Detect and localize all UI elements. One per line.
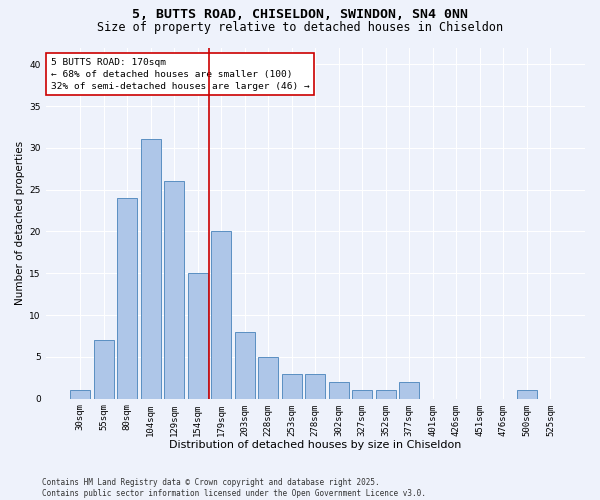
Bar [235,332,254,398]
Text: Size of property relative to detached houses in Chiseldon: Size of property relative to detached ho… [97,21,503,34]
Bar [282,374,302,398]
Bar [70,390,90,398]
Bar [188,274,208,398]
Bar [117,198,137,398]
Text: 5 BUTTS ROAD: 170sqm
← 68% of detached houses are smaller (100)
32% of semi-deta: 5 BUTTS ROAD: 170sqm ← 68% of detached h… [51,58,310,90]
Bar [258,357,278,399]
Bar [140,140,161,398]
Bar [164,182,184,398]
Bar [376,390,396,398]
Bar [329,382,349,398]
Bar [211,232,231,398]
X-axis label: Distribution of detached houses by size in Chiseldon: Distribution of detached houses by size … [169,440,461,450]
Text: Contains HM Land Registry data © Crown copyright and database right 2025.
Contai: Contains HM Land Registry data © Crown c… [42,478,426,498]
Bar [517,390,537,398]
Bar [400,382,419,398]
Bar [352,390,373,398]
Bar [94,340,113,398]
Bar [305,374,325,398]
Y-axis label: Number of detached properties: Number of detached properties [15,141,25,305]
Text: 5, BUTTS ROAD, CHISELDON, SWINDON, SN4 0NN: 5, BUTTS ROAD, CHISELDON, SWINDON, SN4 0… [132,8,468,20]
